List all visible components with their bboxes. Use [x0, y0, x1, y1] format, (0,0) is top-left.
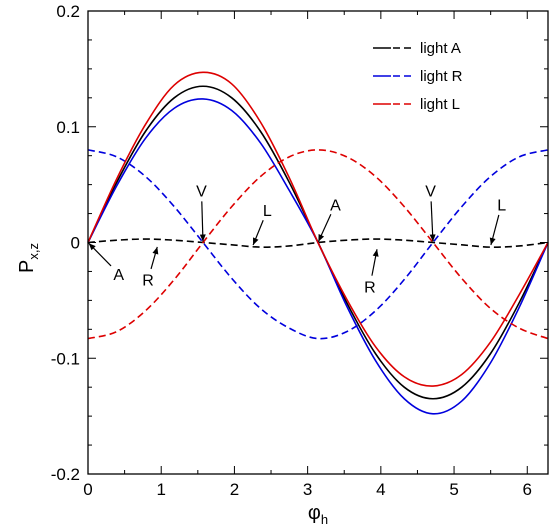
series-line-light-a-z — [87, 238, 549, 248]
axis-ticks: 0 1 2 3 4 5 6 -0.2 -0.1 0 0.1 0.2 — [51, 2, 548, 499]
annotation-arrowhead — [253, 237, 259, 245]
annotation-label: A — [330, 197, 341, 214]
annotation-arrowhead — [489, 237, 496, 245]
y-axis-label-sub: x,z — [26, 243, 41, 260]
annotations: A R V L A R V L — [88, 183, 506, 296]
legend-label: light R — [420, 68, 463, 85]
series-line-light-r-x — [87, 98, 549, 415]
annotation-label: L — [497, 197, 506, 214]
y-axis-label-main: P — [16, 260, 38, 273]
x-axis-label: φh — [308, 502, 328, 527]
x-tick-label: 2 — [230, 480, 239, 499]
x-tick-label: 1 — [156, 480, 165, 499]
x-axis-label-main: φ — [308, 502, 321, 524]
annotation-label: R — [142, 273, 154, 290]
x-tick-label: 4 — [376, 480, 385, 499]
x-tick-label: 5 — [449, 480, 458, 499]
annotation-arrowhead — [372, 249, 379, 257]
y-axis-label: Px,z — [16, 243, 41, 273]
y-tick-label: 0.2 — [56, 2, 80, 21]
y-tick-label: 0 — [71, 234, 80, 253]
annotation-arrowhead — [199, 234, 206, 242]
x-tick-label: 3 — [303, 480, 312, 499]
x-tick-label: 6 — [523, 480, 532, 499]
annotation-arrowhead — [88, 243, 96, 251]
annotation-label: A — [113, 267, 124, 284]
series-lines — [87, 71, 549, 415]
series-line-light-l-z — [87, 149, 549, 340]
y-tick-label: -0.2 — [51, 465, 80, 484]
series-line-light-l-x — [87, 71, 549, 387]
legend: light A light R light L — [373, 40, 463, 113]
x-axis-label-sub: h — [321, 512, 328, 527]
annotation-arrowhead — [429, 234, 436, 242]
legend-label: light A — [420, 40, 461, 57]
annotation-arrowhead — [152, 246, 159, 255]
legend-label: light L — [420, 96, 460, 113]
annotation-label: V — [196, 183, 207, 200]
annotation-label: V — [425, 183, 436, 200]
x-tick-label: 0 — [83, 480, 92, 499]
series-line-light-r-z — [87, 149, 549, 340]
y-tick-label: 0.1 — [56, 118, 80, 137]
annotation-label: R — [364, 279, 376, 296]
annotation-arrowhead — [318, 234, 325, 242]
y-tick-label: -0.1 — [51, 349, 80, 368]
annotation-label: L — [263, 203, 272, 220]
